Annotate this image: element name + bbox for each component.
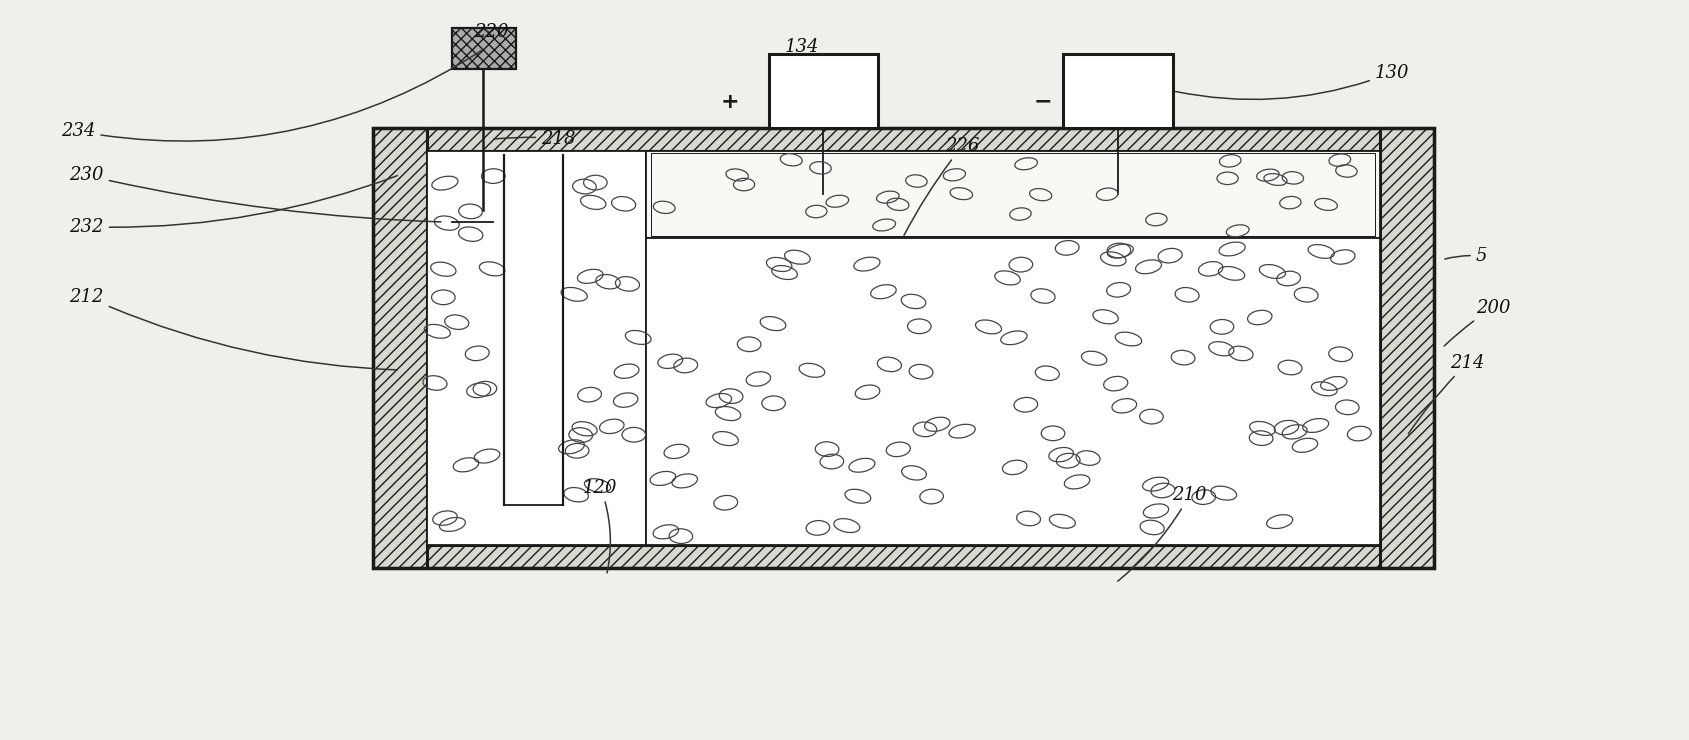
Text: 212: 212 xyxy=(69,288,397,370)
Text: 200: 200 xyxy=(1444,298,1510,346)
Bar xyxy=(768,54,878,127)
Bar xyxy=(1380,127,1434,568)
Bar xyxy=(650,153,1375,235)
Text: 214: 214 xyxy=(1409,354,1485,434)
Text: 230: 230 xyxy=(69,166,441,222)
Bar xyxy=(645,151,1380,238)
Text: 234: 234 xyxy=(61,50,481,141)
Text: 226: 226 xyxy=(904,137,980,235)
Text: 134: 134 xyxy=(785,38,824,56)
Text: 130: 130 xyxy=(1176,64,1409,99)
Bar xyxy=(645,238,1380,545)
Text: −: − xyxy=(1034,92,1052,112)
Text: 232: 232 xyxy=(69,175,397,236)
Text: 220: 220 xyxy=(473,23,508,41)
Bar xyxy=(1064,54,1172,127)
Bar xyxy=(453,28,517,69)
Bar xyxy=(427,151,645,545)
Text: 210: 210 xyxy=(1118,486,1208,581)
Bar xyxy=(373,545,1434,568)
Bar xyxy=(373,127,1434,568)
Text: +: + xyxy=(721,92,740,112)
Text: 120: 120 xyxy=(583,479,618,573)
Text: 5: 5 xyxy=(1444,247,1488,265)
Text: 218: 218 xyxy=(493,130,576,148)
Bar xyxy=(373,127,1434,151)
Bar xyxy=(373,127,427,568)
Bar xyxy=(427,151,1380,545)
